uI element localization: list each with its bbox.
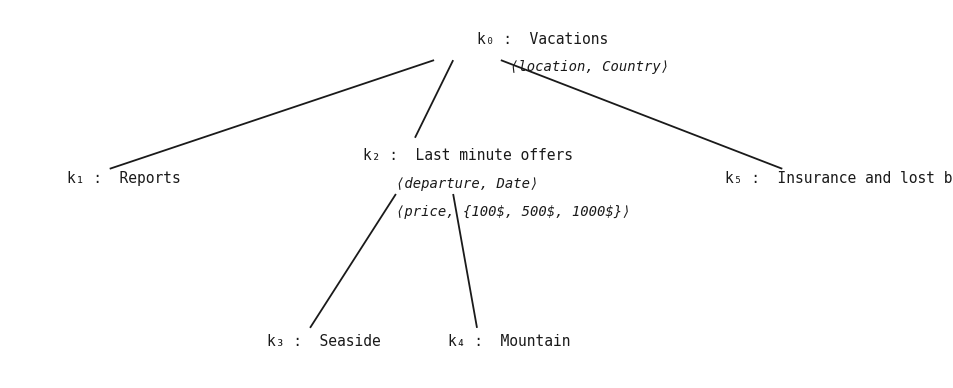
Text: ⟨departure, Date⟩: ⟨departure, Date⟩ xyxy=(395,177,537,191)
Text: k₀ :  Vacations: k₀ : Vacations xyxy=(476,31,608,47)
Text: k₅ :  Insurance and lost baggage: k₅ : Insurance and lost baggage xyxy=(724,171,953,186)
Text: k₁ :  Reports: k₁ : Reports xyxy=(67,171,180,186)
Text: k₂ :  Last minute offers: k₂ : Last minute offers xyxy=(362,148,572,163)
Text: ⟨price, {100$, 500$, 1000$}⟩: ⟨price, {100$, 500$, 1000$}⟩ xyxy=(395,205,630,219)
Text: k₄ :  Mountain: k₄ : Mountain xyxy=(448,334,570,349)
Text: k₃ :  Seaside: k₃ : Seaside xyxy=(267,334,380,349)
Text: ⟨location, Country⟩: ⟨location, Country⟩ xyxy=(510,61,669,74)
